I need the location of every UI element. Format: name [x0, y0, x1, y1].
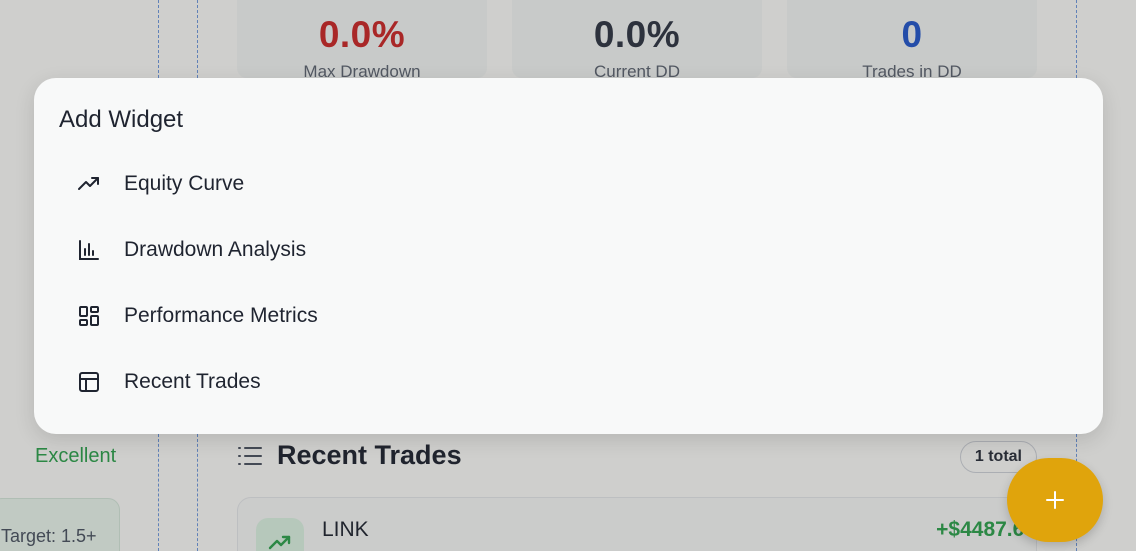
recent-trades-title: Recent Trades: [277, 440, 462, 470]
trade-direction-badge: [256, 518, 304, 551]
list-icon: [238, 446, 262, 465]
menu-item-label: Recent Trades: [124, 370, 261, 393]
bar-chart-icon: [77, 238, 101, 262]
recent-trades-panel: Recent Trades 1 total LINK +$4487.66: [197, 434, 1077, 551]
menu-item-recent-trades[interactable]: Recent Trades: [34, 352, 1103, 412]
trade-row[interactable]: LINK +$4487.66: [237, 497, 1037, 551]
menu-item-label: Performance Metrics: [124, 304, 318, 327]
metric-label: Trades in DD: [862, 62, 962, 81]
trade-pnl: +$4487.66: [936, 518, 1036, 541]
widget-edit-outline: [197, 0, 198, 78]
trending-up-icon: [77, 172, 101, 196]
widget-edit-outline: [1076, 0, 1077, 78]
metric-card-trades-in-dd: 0 Trades in DD: [787, 0, 1037, 81]
left-status-text: Excellent: [35, 445, 117, 467]
table-layout-icon: [77, 370, 101, 394]
widget-edit-outline: [158, 434, 159, 551]
metric-value: 0.0%: [593, 14, 681, 55]
add-widget-fab[interactable]: [1007, 458, 1103, 542]
menu-item-performance-metrics[interactable]: Performance Metrics: [34, 286, 1103, 346]
metric-card-max-drawdown: 0.0% Max Drawdown: [237, 0, 487, 81]
metric-value: 0: [901, 14, 923, 55]
recent-trades-header: Recent Trades: [237, 440, 462, 471]
menu-item-label: Equity Curve: [124, 172, 245, 195]
plus-icon: [1046, 491, 1064, 509]
metric-label: Current DD: [594, 62, 680, 81]
metric-card-current-dd: 0.0% Current DD: [512, 0, 762, 81]
trending-up-icon: [268, 535, 291, 550]
menu-item-equity-curve[interactable]: Equity Curve: [34, 154, 1103, 214]
trade-count-badge: 1 total: [959, 441, 1037, 473]
metric-label: Max Drawdown: [303, 62, 421, 81]
add-widget-menu: Add Widget Equity Curve Drawdown Analysi…: [34, 78, 1103, 434]
widget-edit-outline: [158, 0, 159, 78]
metric-value: 0.0%: [318, 14, 406, 55]
dashboard-grid-icon: [77, 304, 101, 328]
left-target-text: Target: 1.5+: [1, 526, 97, 546]
trade-symbol: LINK: [322, 518, 369, 541]
menu-item-drawdown-analysis[interactable]: Drawdown Analysis: [34, 220, 1103, 280]
menu-title: Add Widget: [59, 106, 184, 133]
widget-edit-outline: [197, 434, 198, 551]
menu-item-label: Drawdown Analysis: [124, 238, 307, 261]
left-target-card: Target: 1.5+: [0, 498, 120, 551]
